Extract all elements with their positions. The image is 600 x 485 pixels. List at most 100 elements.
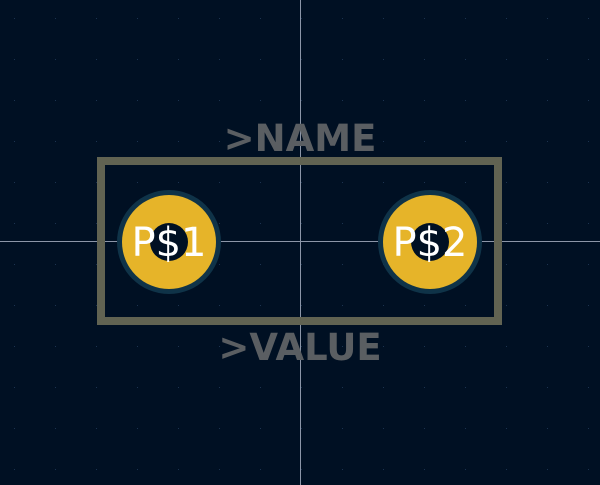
grid-dot: [465, 18, 466, 19]
grid-dot: [14, 305, 15, 306]
grid-dot: [14, 387, 15, 388]
grid-dot: [465, 469, 466, 470]
grid-dot: [137, 141, 138, 142]
grid-dot: [219, 469, 220, 470]
grid-dot: [219, 346, 220, 347]
grid-dot: [301, 305, 302, 306]
pad-2[interactable]: P$2: [378, 190, 482, 294]
grid-dot: [424, 346, 425, 347]
grid-dot: [424, 100, 425, 101]
grid-dot: [588, 100, 589, 101]
grid-dot: [342, 387, 343, 388]
grid-dot: [96, 264, 97, 265]
grid-dot: [506, 59, 507, 60]
grid-dot: [547, 141, 548, 142]
grid-dot: [96, 305, 97, 306]
grid-dot: [424, 428, 425, 429]
grid-dot: [260, 264, 261, 265]
grid-dot: [260, 59, 261, 60]
grid-dot: [14, 182, 15, 183]
grid-dot: [547, 264, 548, 265]
grid-dot: [219, 18, 220, 19]
grid-dot: [260, 346, 261, 347]
grid-dot: [383, 100, 384, 101]
grid-dot: [260, 428, 261, 429]
grid-dot: [260, 141, 261, 142]
grid-dot: [547, 59, 548, 60]
grid-dot: [55, 100, 56, 101]
grid-dot: [588, 305, 589, 306]
grid-dot: [465, 141, 466, 142]
grid-dot: [55, 264, 56, 265]
grid-dot: [342, 305, 343, 306]
grid-dot: [178, 428, 179, 429]
pad-1-drill-hole: [150, 223, 188, 261]
grid-dot: [465, 305, 466, 306]
grid-dot: [588, 223, 589, 224]
grid-dot: [342, 428, 343, 429]
grid-dot: [178, 387, 179, 388]
grid-dot: [301, 18, 302, 19]
grid-dot: [219, 100, 220, 101]
grid-dot: [547, 346, 548, 347]
grid-dot: [137, 305, 138, 306]
grid-dot: [301, 182, 302, 183]
grid-dot: [14, 18, 15, 19]
grid-dot: [383, 346, 384, 347]
grid-dot: [96, 182, 97, 183]
pad-2-drill-hole: [411, 223, 449, 261]
grid-dot: [301, 428, 302, 429]
grid-dot: [14, 223, 15, 224]
grid-dot: [55, 305, 56, 306]
silkscreen-outline[interactable]: [97, 157, 502, 325]
grid-dot: [96, 387, 97, 388]
grid-dot: [465, 387, 466, 388]
grid-dot: [547, 18, 548, 19]
grid-dot: [547, 469, 548, 470]
grid-dot: [301, 469, 302, 470]
grid-dot: [55, 141, 56, 142]
grid-dot: [301, 346, 302, 347]
grid-dot: [14, 469, 15, 470]
grid-dot: [96, 223, 97, 224]
grid-dot: [55, 387, 56, 388]
grid-dot: [547, 182, 548, 183]
grid-dot: [260, 387, 261, 388]
grid-dot: [506, 346, 507, 347]
grid-dot: [55, 469, 56, 470]
grid-dot: [219, 59, 220, 60]
grid-dot: [301, 59, 302, 60]
grid-dot: [178, 100, 179, 101]
grid-dot: [137, 59, 138, 60]
grid-dot: [465, 59, 466, 60]
name-label[interactable]: >NAME: [224, 117, 377, 160]
grid-dot: [547, 305, 548, 306]
grid-dot: [219, 182, 220, 183]
grid-dot: [465, 182, 466, 183]
grid-dot: [588, 387, 589, 388]
grid-dot: [55, 428, 56, 429]
grid-dot: [506, 264, 507, 265]
grid-dot: [506, 141, 507, 142]
grid-dot: [383, 141, 384, 142]
grid-dot: [342, 59, 343, 60]
grid-dot: [55, 182, 56, 183]
grid-dot: [219, 305, 220, 306]
grid-dot: [219, 264, 220, 265]
grid-dot: [178, 305, 179, 306]
grid-dot: [547, 387, 548, 388]
grid-dot: [301, 223, 302, 224]
grid-dot: [424, 469, 425, 470]
grid-dot: [424, 59, 425, 60]
value-label[interactable]: >VALUE: [218, 326, 381, 369]
grid-dot: [260, 18, 261, 19]
grid-dot: [342, 346, 343, 347]
grid-dot: [260, 305, 261, 306]
pad-1[interactable]: P$1: [117, 190, 221, 294]
grid-dot: [96, 59, 97, 60]
grid-dot: [301, 100, 302, 101]
grid-dot: [137, 387, 138, 388]
grid-dot: [506, 387, 507, 388]
grid-dot: [588, 59, 589, 60]
